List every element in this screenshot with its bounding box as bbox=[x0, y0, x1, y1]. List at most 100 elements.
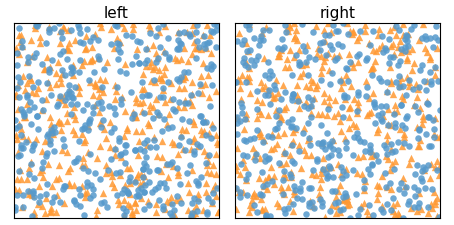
Point bbox=[384, 202, 391, 206]
Point bbox=[359, 154, 366, 158]
Point bbox=[319, 167, 326, 171]
Title: left: left bbox=[104, 6, 128, 21]
Point bbox=[87, 39, 94, 43]
Point bbox=[239, 42, 246, 45]
Point bbox=[428, 144, 435, 148]
Point bbox=[83, 102, 90, 106]
Point bbox=[79, 64, 86, 67]
Point bbox=[103, 60, 110, 64]
Point bbox=[349, 30, 356, 34]
Point bbox=[233, 115, 241, 119]
Point bbox=[210, 23, 217, 26]
Point bbox=[262, 178, 269, 182]
Point bbox=[375, 33, 382, 36]
Point bbox=[138, 94, 146, 98]
Point bbox=[384, 153, 391, 156]
Point bbox=[38, 166, 45, 169]
Point bbox=[143, 47, 151, 50]
Point bbox=[71, 106, 78, 109]
Point bbox=[382, 105, 390, 108]
Point bbox=[18, 177, 25, 181]
Point bbox=[288, 144, 296, 147]
Point bbox=[32, 91, 39, 94]
Point bbox=[242, 60, 250, 64]
Point bbox=[265, 175, 272, 179]
Point bbox=[199, 120, 207, 124]
Point bbox=[379, 174, 386, 178]
Point bbox=[339, 115, 346, 118]
Point bbox=[56, 29, 63, 33]
Point bbox=[291, 36, 298, 40]
Point bbox=[341, 191, 349, 194]
Point bbox=[328, 47, 335, 50]
Point bbox=[242, 178, 249, 182]
Point bbox=[404, 202, 411, 205]
Point bbox=[371, 59, 379, 62]
Point bbox=[140, 174, 148, 178]
Point bbox=[277, 115, 285, 119]
Point bbox=[375, 76, 382, 79]
Point bbox=[121, 143, 128, 147]
Point bbox=[386, 28, 394, 32]
Point bbox=[385, 158, 392, 161]
Point bbox=[212, 172, 219, 175]
Point bbox=[205, 40, 212, 43]
Point bbox=[312, 173, 320, 177]
Point bbox=[291, 127, 299, 130]
Point bbox=[307, 78, 315, 82]
Point bbox=[414, 163, 421, 167]
Point bbox=[164, 175, 172, 179]
Point bbox=[322, 172, 330, 175]
Point bbox=[36, 170, 44, 174]
Point bbox=[57, 52, 64, 56]
Point bbox=[431, 116, 438, 119]
Point bbox=[22, 115, 29, 118]
Point bbox=[342, 140, 350, 144]
Point bbox=[144, 199, 151, 203]
Point bbox=[294, 38, 301, 42]
Point bbox=[404, 39, 411, 43]
Point bbox=[183, 30, 191, 34]
Point bbox=[13, 46, 20, 50]
Point bbox=[316, 192, 323, 196]
Point bbox=[82, 124, 89, 127]
Point bbox=[336, 183, 344, 187]
Point bbox=[431, 65, 439, 69]
Point bbox=[267, 147, 274, 151]
Point bbox=[387, 147, 395, 151]
Point bbox=[175, 30, 182, 34]
Point bbox=[283, 57, 291, 61]
Point bbox=[307, 103, 315, 107]
Point bbox=[346, 29, 353, 33]
Point bbox=[279, 37, 286, 41]
Point bbox=[383, 89, 390, 93]
Point bbox=[72, 85, 79, 89]
Point bbox=[153, 145, 160, 149]
Point bbox=[347, 85, 355, 88]
Point bbox=[382, 171, 389, 175]
Point bbox=[416, 68, 424, 72]
Point bbox=[42, 140, 49, 143]
Point bbox=[394, 45, 401, 49]
Point bbox=[121, 27, 128, 30]
Point bbox=[196, 45, 203, 48]
Point bbox=[308, 98, 315, 102]
Point bbox=[135, 61, 143, 64]
Point bbox=[378, 117, 385, 121]
Point bbox=[179, 78, 187, 81]
Point bbox=[298, 64, 306, 67]
Point bbox=[365, 203, 372, 207]
Point bbox=[159, 79, 166, 82]
Point bbox=[262, 25, 270, 29]
Point bbox=[14, 177, 21, 181]
Point bbox=[321, 33, 329, 37]
Point bbox=[163, 162, 170, 166]
Point bbox=[64, 169, 72, 172]
Point bbox=[188, 92, 195, 96]
Point bbox=[176, 100, 183, 104]
Point bbox=[397, 50, 405, 54]
Point bbox=[268, 132, 275, 136]
Point bbox=[132, 96, 139, 99]
Point bbox=[94, 209, 101, 212]
Point bbox=[39, 108, 46, 111]
